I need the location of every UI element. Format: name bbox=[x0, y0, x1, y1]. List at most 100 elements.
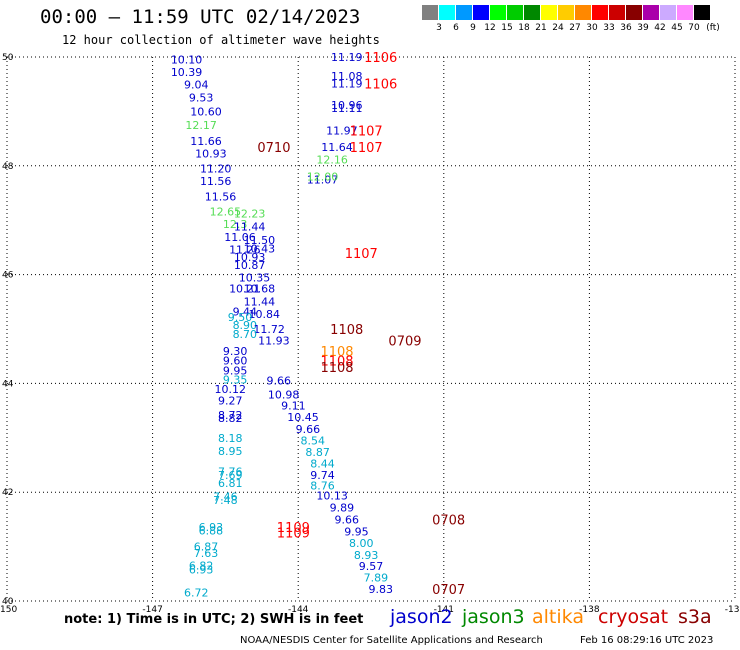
legend-bin-label: 12 bbox=[484, 23, 496, 33]
swh-value-label: 7.63 bbox=[194, 547, 219, 560]
swh-value-label: 7.48 bbox=[213, 494, 238, 507]
legend-swatch bbox=[439, 5, 455, 20]
swh-value-label: 10.98 bbox=[268, 388, 300, 401]
pass-time-label: 1107 bbox=[350, 141, 383, 156]
swh-value-label: 10.13 bbox=[316, 489, 348, 502]
legend-bin-label: 3 bbox=[436, 23, 442, 33]
swh-value-label: 9.66 bbox=[296, 423, 321, 436]
swh-value-label: 10.10 bbox=[171, 54, 203, 67]
swh-value-label: 11.50 bbox=[244, 234, 276, 247]
swh-value-label: 10.68 bbox=[244, 283, 276, 296]
swh-value-label: 8.76 bbox=[310, 480, 335, 493]
swh-value-label: 11.19 bbox=[331, 51, 363, 64]
swh-value-label: 11.66 bbox=[190, 135, 222, 148]
swh-value-label: 10.39 bbox=[171, 66, 203, 79]
swh-value-label: 9.95 bbox=[223, 364, 248, 377]
swh-value-label: 10.21 bbox=[229, 283, 261, 296]
lat-tick-label: 50 bbox=[2, 53, 14, 63]
pass-time-label: 1106 bbox=[364, 78, 397, 93]
wave-height-observations: 10.1010.399.049.5310.6012.1711.6610.9311… bbox=[171, 51, 393, 599]
swh-value-label: 12.3 bbox=[223, 218, 248, 231]
swh-value-label: 9.53 bbox=[189, 91, 214, 104]
satellite-legend-altika: altika bbox=[532, 606, 584, 628]
swh-value-label: 10.84 bbox=[248, 308, 280, 321]
swh-value-label: 12.16 bbox=[316, 153, 348, 166]
swh-value-label: 8.93 bbox=[354, 549, 379, 562]
footer-note: note: 1) Time is in UTC; 2) SWH is in fe… bbox=[64, 612, 364, 627]
swh-value-label: 7.46 bbox=[213, 491, 238, 504]
swh-value-label: 12.65 bbox=[210, 205, 242, 218]
swh-value-label: 9.66 bbox=[334, 513, 359, 526]
pass-time-label: 0710 bbox=[257, 141, 290, 156]
swh-value-label: 8.18 bbox=[218, 432, 243, 445]
legend-swatch bbox=[524, 5, 540, 20]
lat-tick-label: 48 bbox=[2, 162, 14, 172]
pass-time-label: 1106 bbox=[364, 51, 397, 66]
swh-value-label: 8.54 bbox=[301, 435, 326, 448]
map-axes: -150 -147 -144 -141 -138 -135 40 42 44 46 48 50 bbox=[0, 53, 740, 615]
swh-value-label: 12.00 bbox=[307, 171, 339, 184]
legend-bin-label: 27 bbox=[569, 23, 581, 33]
swh-value-label: 8.00 bbox=[349, 537, 374, 550]
swh-value-label: 11.06 bbox=[224, 231, 256, 244]
swh-value-label: 10.12 bbox=[215, 383, 247, 396]
swh-value-label: 9.83 bbox=[368, 583, 393, 596]
swh-value-label: 11.44 bbox=[244, 295, 276, 308]
legend-swatch bbox=[643, 5, 659, 20]
page-title: 00:00 — 11:59 UTC 02/14/2023 bbox=[40, 6, 361, 28]
satellite-legend-cryosat: cryosat bbox=[598, 606, 669, 628]
swh-value-label: 12.23 bbox=[234, 208, 266, 221]
swh-value-label: 9.60 bbox=[223, 355, 248, 368]
legend-bin-label: 70 bbox=[688, 23, 700, 33]
swh-value-label: 8.72 bbox=[218, 409, 243, 422]
legend-bin-label: 9 bbox=[470, 23, 476, 33]
swh-value-label: 6.72 bbox=[184, 586, 209, 599]
swh-value-label: 9.57 bbox=[359, 560, 384, 573]
swh-value-label: 9.95 bbox=[344, 525, 369, 538]
lon-tick-label: -135 bbox=[725, 605, 740, 615]
swh-value-label: 9.30 bbox=[223, 345, 248, 358]
pass-time-label: 0707 bbox=[432, 583, 465, 598]
swh-value-label: 10.45 bbox=[287, 411, 319, 424]
swh-value-label: 6.93 bbox=[199, 521, 224, 534]
swh-value-label: 9.27 bbox=[218, 394, 243, 407]
lat-tick-label: 46 bbox=[2, 271, 14, 281]
legend-bin-label: 15 bbox=[501, 23, 513, 33]
legend-swatch bbox=[456, 5, 472, 20]
swh-value-label: 11.20 bbox=[200, 163, 232, 176]
swh-value-label: 11.07 bbox=[307, 173, 339, 186]
legend-swatch bbox=[575, 5, 591, 20]
lon-tick-label: -144 bbox=[288, 605, 309, 615]
swh-value-label: 11.11 bbox=[331, 102, 363, 115]
pass-time-label: 1108 bbox=[320, 355, 353, 370]
legend-swatch bbox=[541, 5, 557, 20]
swh-value-label: 11.56 bbox=[205, 190, 237, 203]
swh-value-label: 8.95 bbox=[218, 445, 243, 458]
legend-bin-label: 6 bbox=[453, 23, 459, 33]
legend-bin-label: 45 bbox=[671, 23, 683, 33]
pass-time-label: 0708 bbox=[432, 513, 465, 528]
pass-time-label: 1109 bbox=[277, 521, 310, 536]
legend-swatch bbox=[694, 5, 710, 20]
legend-bin-label: 39 bbox=[637, 23, 649, 33]
swh-value-label: 11.44 bbox=[234, 221, 266, 234]
swh-value-label: 10.87 bbox=[234, 259, 266, 272]
lat-tick-label: 44 bbox=[2, 379, 14, 389]
pass-time-label: 0709 bbox=[388, 334, 421, 349]
swh-value-label: 11.97 bbox=[326, 124, 358, 137]
pass-time-label: 1108 bbox=[320, 345, 353, 360]
pass-time-label: 1107 bbox=[345, 247, 378, 262]
swh-value-label: 10.96 bbox=[331, 99, 363, 112]
swh-value-label: 10.43 bbox=[244, 242, 276, 255]
satellite-legend-jason3: jason3 bbox=[462, 606, 525, 628]
swh-value-label: 8.44 bbox=[310, 457, 335, 470]
swh-value-label: 6.87 bbox=[194, 541, 219, 554]
swh-value-label: 8.87 bbox=[305, 446, 330, 459]
swh-value-label: 9.74 bbox=[310, 469, 335, 482]
legend-bin-label: 42 bbox=[654, 23, 666, 33]
swh-value-label: 9.44 bbox=[233, 306, 258, 319]
satellite-legend-jason2: jason2 bbox=[390, 606, 453, 628]
legend-swatch bbox=[609, 5, 625, 20]
page-subtitle: 12 hour collection of altimeter wave hei… bbox=[62, 33, 380, 47]
